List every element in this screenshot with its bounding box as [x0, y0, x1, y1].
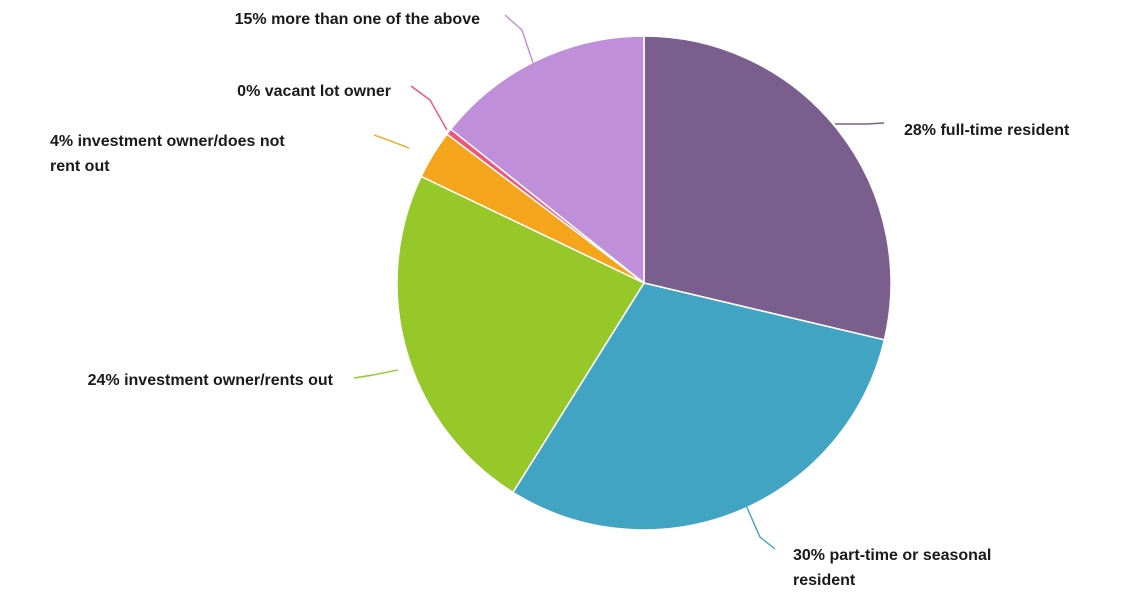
pie-slices: [396, 35, 892, 531]
leader-line-4: [410, 85, 448, 131]
slice-label-2-line-0: 24% investment owner/rents out: [88, 372, 334, 389]
slice-label-0: 28% full-time resident: [904, 122, 1070, 139]
slice-label-4-line-0: 0% vacant lot owner: [237, 83, 391, 100]
slice-label-1: 30% part-time or seasonal resident: [793, 547, 991, 589]
slice-label-3-line-0: 4% investment owner/does not: [50, 133, 285, 150]
leader-line-3: [373, 134, 410, 149]
pie-slice-5: [449, 35, 645, 285]
slice-label-3-line-1: rent out: [50, 158, 110, 175]
slice-label-5-line-0: 15% more than one of the above: [235, 11, 480, 28]
slice-label-1-line-0: 30% part-time or seasonal: [793, 547, 991, 564]
leader-line-5: [504, 14, 534, 64]
slice-label-4: 0% vacant lot owner: [237, 83, 391, 100]
pie-slice-0: [643, 35, 892, 341]
leader-line-0: [835, 122, 885, 125]
label-leader-lines: [353, 14, 885, 550]
pie-slice-2: [396, 175, 646, 494]
slice-label-1-line-1: resident: [793, 572, 856, 589]
leader-line-1: [744, 502, 776, 550]
leader-line-2: [353, 369, 399, 379]
slice-label-2: 24% investment owner/rents out: [88, 372, 334, 389]
slice-label-3: 4% investment owner/does not rent out: [50, 133, 285, 175]
slice-labels: 28% full-time resident 30% part-time or s…: [50, 11, 1070, 589]
slice-label-0-line-0: 28% full-time resident: [904, 122, 1070, 139]
slice-label-5: 15% more than one of the above: [235, 11, 480, 28]
